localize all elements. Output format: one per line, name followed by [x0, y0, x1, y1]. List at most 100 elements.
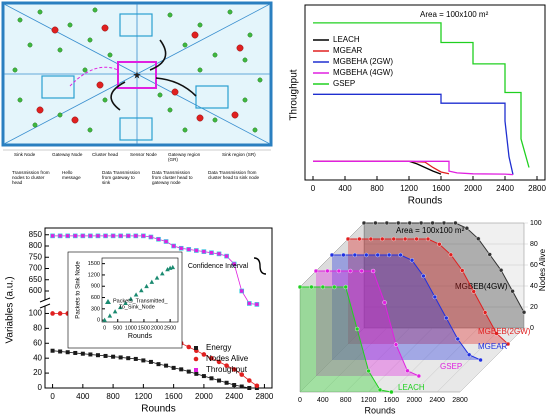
- point: [368, 236, 374, 242]
- sensor-node: [92, 7, 98, 13]
- point: [370, 268, 376, 274]
- y-axis-label: Variables (a.u.): [5, 276, 16, 343]
- point: [102, 317, 107, 322]
- point: [460, 268, 465, 273]
- point: [402, 236, 408, 242]
- sensor-node: [37, 9, 43, 15]
- sensor-node: [242, 97, 248, 103]
- point: [156, 236, 161, 242]
- sensor-node: [242, 57, 248, 63]
- legend-swatch: [194, 346, 198, 350]
- x-tick-label: 2000: [151, 325, 163, 331]
- x-tick: [322, 327, 387, 393]
- point: [65, 233, 70, 239]
- point: [382, 300, 387, 305]
- point: [471, 289, 476, 294]
- sensor-node: [27, 42, 33, 48]
- x-tick-label: 2800: [452, 397, 468, 404]
- x-tick-label: 1600: [432, 184, 450, 193]
- point: [170, 264, 176, 270]
- sensor-node: [87, 37, 93, 43]
- legend-entry: Data Transmission from cluster head to s…: [208, 170, 260, 180]
- axis-break: [39, 297, 51, 303]
- point: [366, 368, 371, 374]
- point: [201, 249, 207, 254]
- sensor-node: [12, 67, 18, 73]
- gateway-region: [119, 117, 153, 141]
- series-label: LEACH: [398, 383, 425, 392]
- point: [88, 352, 93, 357]
- point: [231, 261, 237, 267]
- sensor-node: [87, 127, 93, 133]
- point: [144, 283, 149, 289]
- point: [320, 284, 326, 290]
- x-tick-label: 0: [103, 325, 106, 331]
- point: [201, 352, 207, 357]
- point: [209, 250, 214, 256]
- point: [313, 268, 319, 274]
- series-area: [348, 239, 508, 344]
- point: [224, 380, 229, 385]
- point: [409, 258, 415, 263]
- legend-entry: Transmission from nodes to cluster head: [12, 170, 50, 185]
- sensor-node: [57, 112, 63, 118]
- cluster-head: [231, 111, 239, 119]
- point: [432, 294, 438, 300]
- point: [478, 357, 483, 363]
- annotation-brace: [253, 257, 267, 275]
- point: [118, 304, 123, 310]
- data-arrow: [110, 81, 126, 111]
- y-tick-label: 900: [91, 284, 100, 290]
- y-tick-label: 40: [33, 353, 42, 362]
- point: [128, 296, 134, 301]
- legend-label: To_Sink_Node: [119, 304, 155, 310]
- point: [396, 220, 401, 226]
- sensor-node: [182, 127, 188, 133]
- point: [201, 374, 206, 379]
- x-tick-label: 2400: [225, 392, 243, 401]
- point: [444, 315, 449, 321]
- y-axis-label: Packets to Sink Node: [76, 261, 82, 319]
- legend-label: MGBEHA (4GW): [333, 68, 393, 77]
- sensor-node: [82, 67, 88, 73]
- point: [384, 220, 390, 226]
- legend-entry: Hello message: [62, 170, 81, 180]
- series-area: [316, 271, 419, 376]
- x-tick-label: 0: [298, 397, 302, 404]
- point: [148, 234, 154, 240]
- x-tick-label: 500: [113, 325, 122, 331]
- point: [224, 253, 229, 259]
- x-tick-label: 1000: [125, 325, 137, 331]
- sensor-node: [17, 97, 23, 103]
- y-axis-label: Nodes Alive: [538, 248, 547, 291]
- point: [139, 288, 144, 293]
- point: [505, 341, 511, 347]
- x-tick-label: 2400: [496, 184, 514, 193]
- point: [141, 358, 146, 363]
- point: [126, 356, 131, 361]
- legend-entry: Gateway region (GR): [168, 152, 201, 162]
- point: [418, 220, 424, 226]
- point: [377, 387, 383, 393]
- sensor-node: [67, 22, 73, 28]
- point: [209, 376, 214, 381]
- point: [103, 233, 108, 239]
- point: [133, 292, 139, 297]
- sensor-node: [167, 12, 173, 18]
- point: [364, 252, 369, 258]
- point: [171, 243, 176, 249]
- y-tick-label: 40: [530, 283, 538, 290]
- point: [216, 251, 222, 257]
- x-tick-label: 1600: [165, 392, 183, 401]
- y-tick-label: 1500: [88, 261, 100, 267]
- x-tick-label: 1200: [134, 392, 152, 401]
- legend-label: Energy: [206, 343, 231, 352]
- cluster-head: [96, 81, 104, 89]
- point: [72, 233, 78, 239]
- y-tick-label: 60: [33, 338, 42, 347]
- x-tick-label: 400: [317, 397, 329, 404]
- point: [111, 354, 116, 359]
- y-tick-label: 100: [530, 220, 542, 227]
- series-line: [52, 350, 257, 389]
